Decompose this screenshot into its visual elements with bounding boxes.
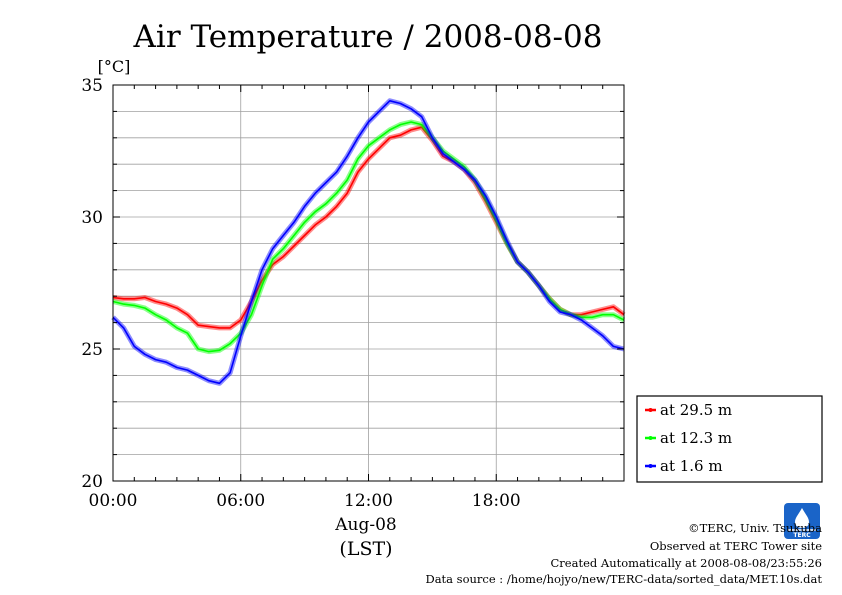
y-axis-unit-label: [°C] bbox=[98, 57, 131, 76]
terc-logo-text: TERC bbox=[793, 532, 811, 539]
legend-label: at 1.6 m bbox=[660, 457, 723, 475]
series-line-2 bbox=[112, 100, 625, 385]
water-drop-icon bbox=[795, 508, 809, 528]
x-tick-label: 06:00 bbox=[216, 491, 265, 511]
legend-marker bbox=[648, 408, 653, 412]
terc-logo: TERC bbox=[784, 503, 820, 539]
credits-block: ©TERC, Univ. Tsukuba Observed at TERC To… bbox=[425, 521, 822, 586]
legend-label: at 12.3 m bbox=[660, 429, 732, 447]
legend-marker bbox=[648, 436, 653, 440]
chart-title: Air Temperature / 2008-08-08 bbox=[133, 19, 603, 55]
legend-label: at 29.5 m bbox=[660, 401, 732, 419]
series-layer bbox=[111, 98, 626, 386]
credit-copyright: ©TERC, Univ. Tsukuba bbox=[688, 521, 822, 535]
legend: at 29.5 m at 12.3 m at 1.6 m bbox=[636, 395, 823, 483]
x-axis-zone-label: (LST) bbox=[339, 538, 392, 560]
x-tick-label: 18:00 bbox=[472, 491, 521, 511]
credit-created-timestamp: Created Automatically at 2008-08-08/23:5… bbox=[551, 556, 823, 570]
credit-observation-site: Observed at TERC Tower site bbox=[650, 539, 822, 553]
grid-layer bbox=[112, 85, 624, 481]
legend-marker bbox=[648, 464, 653, 468]
legend-box bbox=[636, 395, 823, 483]
y-tick-label: 25 bbox=[81, 340, 103, 360]
y-tick-label: 20 bbox=[81, 472, 103, 492]
y-tick-label: 30 bbox=[81, 208, 103, 228]
x-axis-date-label: Aug-08 bbox=[334, 515, 396, 535]
axis-layer: 00:00 06:00 12:00 18:00 20 25 30 35 bbox=[81, 76, 625, 511]
credit-data-source: Data source : /home/hojyo/new/TERC-data/… bbox=[425, 572, 822, 586]
x-tick-label: 00:00 bbox=[89, 491, 138, 511]
y-tick-label: 35 bbox=[81, 76, 103, 96]
x-tick-label: 12:00 bbox=[344, 491, 393, 511]
